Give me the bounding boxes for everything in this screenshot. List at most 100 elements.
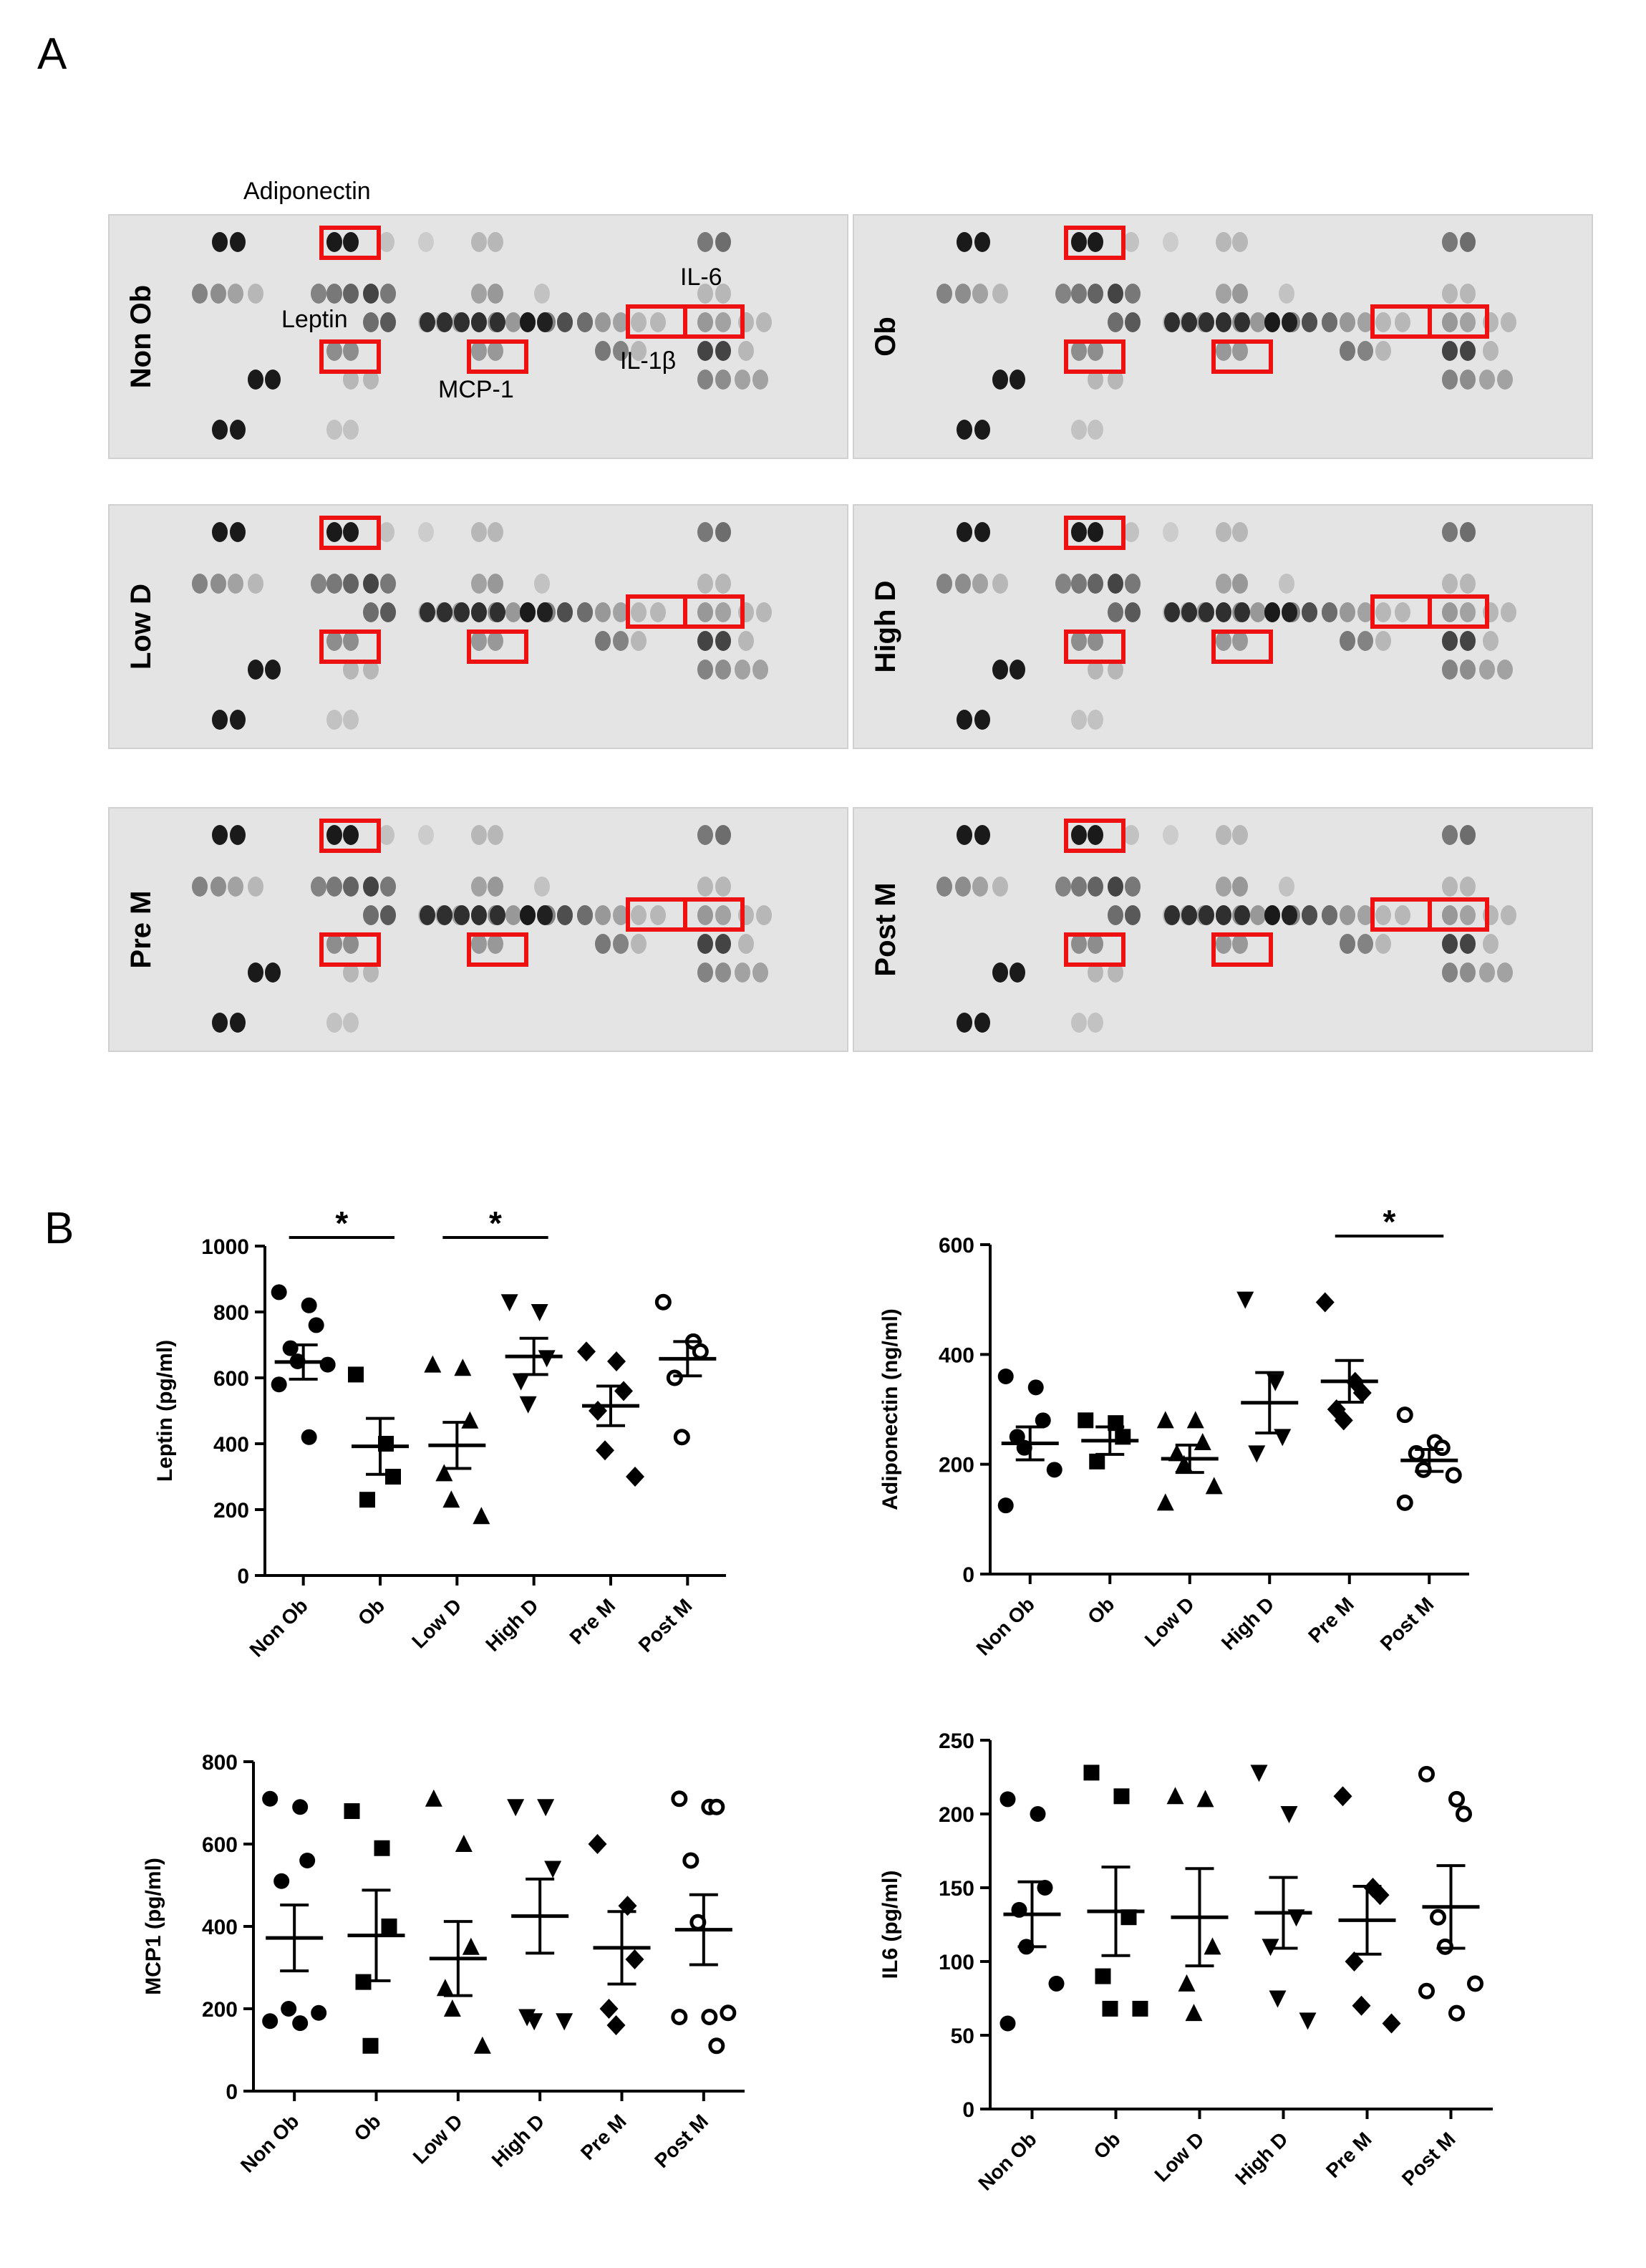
data-point (1236, 1291, 1254, 1309)
blot-spot (1164, 602, 1180, 622)
data-point (308, 1317, 324, 1333)
blot-spot (1088, 962, 1103, 983)
x-tick-label: Low D (1150, 2128, 1208, 2186)
blot-spot (1357, 905, 1373, 925)
data-point (720, 2004, 737, 2022)
x-tick-label: Post M (1398, 2128, 1460, 2190)
data-point (289, 1353, 306, 1369)
blot-spot (1340, 934, 1355, 954)
blot-spot (1088, 341, 1103, 361)
blot-spot (488, 825, 503, 845)
blot-spot (534, 877, 550, 897)
data-point (1269, 1990, 1287, 2008)
blot-spot (505, 312, 521, 332)
highlight-box (1064, 629, 1125, 664)
scatter-chart: 0 200 400 600 800 MCP1 (pg/ml) Non Ob Ob Low D Hi… (142, 1751, 745, 2177)
x-tick-label: Post M (650, 2110, 712, 2172)
blot-spot (1442, 934, 1458, 954)
blot-spot (1442, 370, 1458, 390)
blot-spot (343, 232, 359, 252)
blot-spot (471, 877, 487, 897)
blot-spot (488, 631, 503, 651)
y-tick-label: 0 (962, 1563, 974, 1587)
blot-label: Post M (870, 882, 901, 976)
blot-spot (1088, 370, 1103, 390)
blot-spot (343, 934, 359, 954)
blot-spot (1501, 602, 1516, 622)
data-point (1352, 1383, 1372, 1403)
blot-spot (326, 710, 342, 730)
blot-spot (972, 284, 988, 304)
blot-spot (1375, 905, 1391, 925)
data-point (588, 1834, 607, 1854)
blot-spot (974, 522, 990, 542)
blot-spot (1055, 284, 1071, 304)
blot-spot (631, 341, 647, 361)
blot-spot (326, 232, 342, 252)
blot-spot (1322, 602, 1337, 622)
data-point (1262, 1939, 1279, 1956)
blot-spot (1123, 825, 1139, 845)
blot-spot (1279, 284, 1294, 304)
blot-spot (992, 574, 1008, 594)
data-point (626, 1467, 644, 1487)
blot-spot (974, 1013, 990, 1033)
blot-spot (1125, 312, 1141, 332)
x-tick-label: Low D (1141, 1593, 1199, 1651)
blot-spot (1250, 905, 1266, 925)
blot-spot (471, 574, 487, 594)
blot-spot (955, 284, 971, 304)
data-point (1437, 1938, 1453, 1955)
data-point (625, 1949, 644, 1969)
x-tick-label: Low D (407, 1594, 465, 1652)
y-tick-label: 100 (939, 1951, 974, 1974)
data-point (281, 2001, 297, 2017)
data-point (1287, 1909, 1305, 1927)
blot-spot (1088, 710, 1103, 730)
data-point (1433, 1439, 1451, 1457)
blot-spot (248, 574, 263, 594)
blot-spot (1071, 574, 1087, 594)
y-tick-label: 200 (202, 1998, 238, 2022)
blot-spot (715, 232, 731, 252)
blot-spot (471, 934, 487, 954)
blot-spot (1357, 934, 1373, 954)
blot-spot (505, 905, 521, 925)
blot-spot (577, 312, 593, 332)
blot-spot (343, 574, 359, 594)
blot-spot (752, 370, 768, 390)
blot-spot (228, 574, 243, 594)
data-point (1030, 1806, 1046, 1822)
blot-spot (212, 825, 228, 845)
data-point (262, 2013, 279, 2030)
blot-spot (1108, 370, 1123, 390)
blot-spot (1460, 660, 1476, 680)
blot-spot (957, 522, 972, 542)
blot-spot (974, 710, 990, 730)
blot-spot (1199, 312, 1214, 332)
blot-spot (1071, 631, 1087, 651)
data-point (282, 1340, 299, 1356)
data-point (1396, 1494, 1413, 1511)
data-point (473, 1507, 490, 1525)
data-point (473, 2036, 491, 2054)
blot-spot (715, 341, 731, 361)
data-point (1448, 2004, 1465, 2022)
blot-spot (1071, 284, 1087, 304)
data-point (262, 1790, 279, 1807)
blot-spot (212, 710, 228, 730)
data-point (999, 1791, 1016, 1808)
blot-spot (1010, 660, 1025, 680)
blot-spot (595, 631, 611, 651)
data-point (1011, 1901, 1027, 1918)
blot-spot (1163, 825, 1178, 845)
data-point (271, 1284, 287, 1301)
blot-spot (420, 602, 435, 622)
blot-spot (343, 1013, 359, 1033)
blot-spot (974, 420, 990, 440)
data-point (378, 1436, 394, 1452)
blot-spot (343, 631, 359, 651)
blot-spot (1340, 905, 1355, 925)
highlight-box (1211, 629, 1273, 664)
blot-spot (577, 905, 593, 925)
